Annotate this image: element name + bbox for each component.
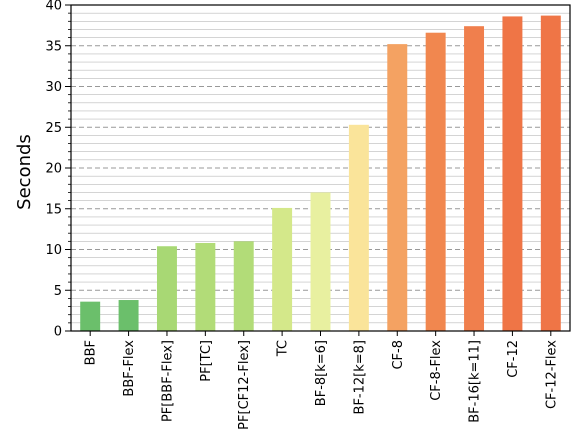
- x-tick-label: CF-8: [391, 340, 406, 370]
- y-tick-label: 5: [54, 284, 62, 299]
- x-tick-label: TC: [276, 340, 291, 357]
- x-tick-label: PF[TC]: [199, 340, 214, 382]
- y-tick-label: 35: [45, 39, 62, 54]
- bar: [425, 32, 446, 332]
- bar: [540, 15, 561, 331]
- bar-layer: [80, 15, 561, 332]
- y-axis-title: Seconds: [14, 134, 35, 210]
- x-tick-label: CF-12-Flex: [544, 340, 559, 409]
- bar: [195, 242, 216, 331]
- x-tick-label: CF-8-Flex: [429, 340, 444, 401]
- bar: [80, 301, 101, 331]
- y-tick-label: 30: [45, 80, 62, 95]
- x-tick-label: BBF: [84, 340, 99, 365]
- x-tick-label: BF-8[k=6]: [314, 340, 329, 406]
- axis-layer: 0 5 10 15 20 25 30 35 40 BBF BBF-Flex PF[BBF-Flex] P…: [45, 0, 571, 430]
- x-tick-label: BF-16[k=11]: [468, 340, 483, 423]
- bar: [156, 246, 177, 331]
- x-tick-label: PF[BBF-Flex]: [160, 340, 175, 422]
- x-tick-label: BBF-Flex: [122, 340, 137, 397]
- bar: [464, 26, 485, 331]
- y-tick-label: 20: [45, 162, 62, 177]
- bar: [118, 300, 139, 331]
- bar: [348, 124, 369, 332]
- bar: [387, 44, 408, 332]
- bar: [502, 16, 523, 331]
- x-tick-label: PF[CF12-Flex]: [237, 340, 252, 430]
- bar: [310, 192, 331, 331]
- bar: [272, 207, 293, 331]
- y-tick-label: 15: [45, 202, 62, 217]
- bar: [233, 241, 254, 331]
- x-tick-label: CF-12: [506, 340, 521, 378]
- y-tick-label: 10: [45, 243, 62, 258]
- y-tick-label: 40: [45, 0, 62, 14]
- y-tick-label: 25: [45, 121, 62, 136]
- x-tick-label: BF-12[k=8]: [352, 340, 367, 414]
- y-tick-label: 0: [54, 325, 62, 340]
